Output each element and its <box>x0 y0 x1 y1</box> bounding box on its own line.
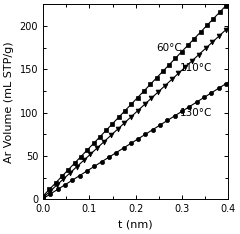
X-axis label: t (nm): t (nm) <box>118 220 153 230</box>
Y-axis label: Ar Volume (mL STP/g): Ar Volume (mL STP/g) <box>4 41 14 163</box>
Text: 60°C: 60°C <box>156 43 182 53</box>
Text: 130°C: 130°C <box>180 108 212 118</box>
Text: 110°C: 110°C <box>180 62 212 73</box>
